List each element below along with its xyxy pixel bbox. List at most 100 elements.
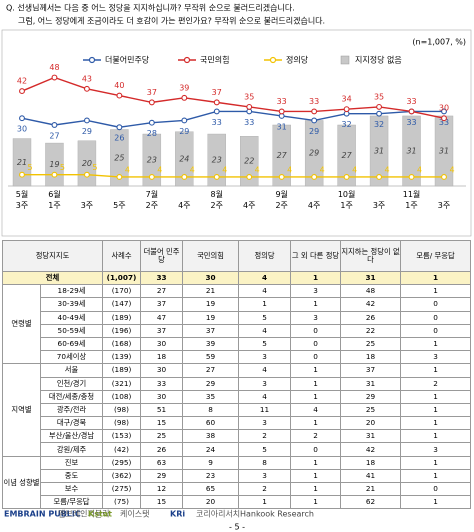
table-cell: (189) bbox=[102, 310, 142, 325]
table-cell: 0 bbox=[290, 323, 342, 338]
bar bbox=[142, 133, 162, 187]
point-value-label: 4 bbox=[287, 165, 292, 174]
table-cell: (42) bbox=[102, 442, 142, 457]
line-marker bbox=[343, 106, 350, 113]
table-cell: (295) bbox=[102, 455, 142, 470]
line-marker bbox=[181, 174, 188, 180]
table-cell: 8 bbox=[182, 402, 240, 418]
table-cell: 39 bbox=[182, 336, 240, 352]
line-marker bbox=[278, 108, 285, 115]
table-cell: 29 bbox=[140, 468, 184, 484]
table-row: 대구/경북 (98) 15 60 3 1 20 1 bbox=[3, 416, 472, 431]
table-cell: 1 bbox=[400, 495, 472, 510]
series-line bbox=[21, 110, 444, 128]
total-cell: 전체 bbox=[1, 270, 104, 286]
bar-value-label: 27 bbox=[342, 151, 353, 160]
row-label: 대전/세종/충청 bbox=[39, 389, 104, 404]
line-marker bbox=[116, 174, 123, 180]
header-cell: 더불어 민주당 bbox=[140, 240, 184, 272]
table-cell: 37 bbox=[340, 363, 402, 378]
table-cell: 60 bbox=[182, 416, 240, 431]
point-value-label: 32 bbox=[342, 120, 352, 129]
x-tick-label: 5주 bbox=[113, 201, 125, 210]
line-marker bbox=[311, 174, 318, 180]
table-cell: 5 bbox=[238, 442, 292, 457]
row-label: 모름/무응답 bbox=[39, 495, 104, 510]
legend-marker bbox=[88, 56, 96, 64]
total-cell: 31 bbox=[340, 270, 402, 286]
bar-value-label: 23 bbox=[147, 156, 157, 165]
table-cell: 5 bbox=[238, 336, 292, 352]
table-cell: 18 bbox=[340, 350, 402, 365]
table-cell: 37 bbox=[140, 323, 184, 338]
point-value-label: 33 bbox=[277, 97, 287, 106]
table-cell: 25 bbox=[340, 336, 402, 352]
bar-value-label: 21 bbox=[17, 158, 27, 167]
row-label: 50-59세 bbox=[39, 323, 104, 338]
point-value-label: 29 bbox=[82, 127, 92, 136]
point-value-label: 37 bbox=[212, 88, 222, 97]
point-value-label: 5 bbox=[92, 163, 97, 172]
bar-value-label: 19 bbox=[49, 160, 59, 169]
point-value-label: 28 bbox=[147, 129, 157, 138]
table-cell: 9 bbox=[182, 455, 240, 470]
table-cell: 63 bbox=[140, 455, 184, 470]
row-label: 70세이상 bbox=[39, 350, 104, 365]
header-cell: 그 외 다른 정당 bbox=[290, 240, 342, 272]
table-cell: 2 bbox=[290, 429, 342, 444]
table-cell: 37 bbox=[140, 297, 184, 312]
legend-marker bbox=[183, 56, 191, 64]
row-label: 18-29세 bbox=[39, 284, 104, 299]
point-value-label: 4 bbox=[222, 165, 227, 174]
table-row: 60-69세 (168) 30 39 5 0 25 1 bbox=[3, 336, 472, 352]
line-marker bbox=[408, 174, 415, 180]
total-row: 전체 (1,007) 33 30 4 1 31 1 bbox=[1, 270, 472, 286]
bar-value-label: 31 bbox=[374, 146, 384, 155]
point-value-label: 4 bbox=[352, 165, 357, 174]
table-row: 30-39세 (147) 37 19 1 1 42 0 bbox=[3, 297, 472, 312]
chart-note: (n=1,007, %) bbox=[412, 38, 466, 47]
table-cell: (362) bbox=[102, 468, 142, 484]
table-cell: 8 bbox=[238, 455, 292, 470]
line-marker bbox=[213, 108, 220, 115]
point-value-label: 29 bbox=[179, 127, 189, 136]
table-cell: 4 bbox=[290, 402, 342, 418]
table-row: 70세이상 (139) 18 59 3 0 18 3 bbox=[3, 350, 472, 365]
table-cell: 4 bbox=[238, 323, 292, 338]
x-tick-label: 3주 bbox=[373, 201, 385, 210]
logo: KRi bbox=[170, 510, 185, 519]
table-cell: (108) bbox=[102, 389, 142, 404]
line-marker bbox=[441, 115, 447, 122]
table-cell: 2 bbox=[238, 481, 292, 497]
table-cell: 42 bbox=[340, 297, 402, 312]
bar bbox=[175, 131, 194, 187]
table-row: 이념 성향별 진보 (295) 63 9 8 1 18 1 bbox=[2, 455, 472, 510]
line-marker bbox=[83, 117, 90, 124]
chart-frame bbox=[1, 29, 472, 237]
point-value-label: 35 bbox=[244, 92, 254, 101]
table-row: 연령별 18-29세 (170) 27 21 4 3 48 1 bbox=[2, 284, 472, 365]
line-marker bbox=[376, 174, 383, 180]
question-line: Q. 선생님께서는 다음 중 어느 정당을 지지하십니까? 무작위 순으로 불러… bbox=[6, 3, 295, 13]
row-label: 부산/울산/경남 bbox=[39, 429, 104, 444]
table-cell: 1 bbox=[400, 402, 472, 418]
logo: 코리아리서치 bbox=[196, 509, 240, 519]
row-label: 30-39세 bbox=[39, 297, 104, 312]
point-value-label: 30 bbox=[439, 104, 449, 113]
table-cell: 3 bbox=[290, 310, 342, 325]
bar-value-label: 31 bbox=[406, 146, 416, 155]
table-cell: 4 bbox=[238, 389, 292, 404]
table-cell: 4 bbox=[238, 284, 292, 299]
total-cell: 1 bbox=[290, 270, 342, 286]
table-cell: 30 bbox=[140, 363, 184, 378]
table-cell: 1 bbox=[400, 389, 472, 404]
point-value-label: 33 bbox=[406, 97, 416, 106]
table-cell: 62 bbox=[340, 495, 402, 510]
point-value-label: 43 bbox=[82, 74, 92, 83]
table-cell: 1 bbox=[290, 363, 342, 378]
table-row: 인천/경기 (321) 33 29 3 1 31 2 bbox=[3, 376, 472, 391]
table-cell: 3 bbox=[290, 284, 342, 299]
table-row: 50-59세 (196) 37 37 4 0 22 0 bbox=[3, 323, 472, 338]
x-tick-label: 4주 bbox=[308, 201, 320, 210]
line-marker bbox=[376, 103, 383, 110]
